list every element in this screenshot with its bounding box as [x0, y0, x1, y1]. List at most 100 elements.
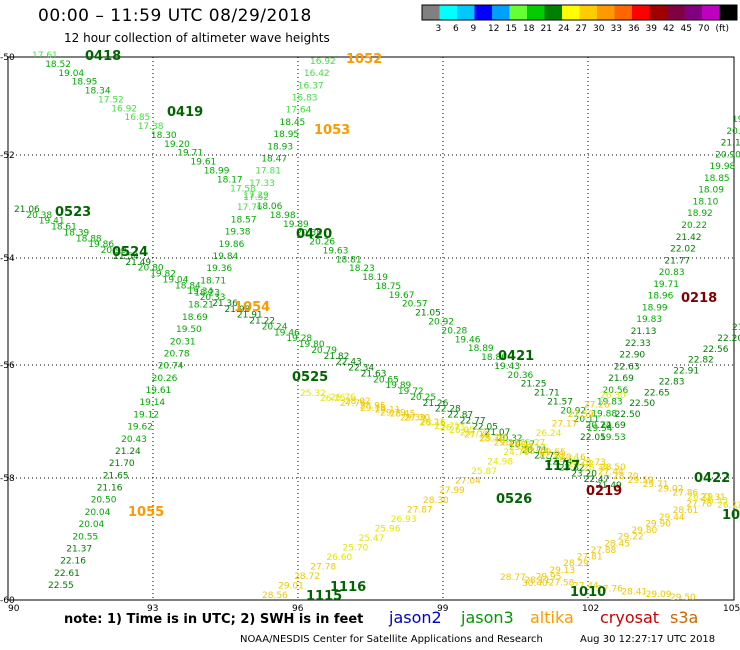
wave-height-sample: 19.46 [274, 328, 300, 338]
satellite-altika: altika [530, 608, 574, 627]
wave-height-sample: 18.21 [188, 301, 214, 311]
wave-height-sample: 20.24 [262, 322, 288, 332]
wave-height-sample: 28.61 [673, 506, 699, 516]
wave-height-sample: 20.33 [200, 293, 226, 303]
wave-height-sample: 20.25 [410, 393, 436, 403]
wave-height-sample: 19.54 [587, 424, 613, 434]
wave-height-sample: 22.83 [659, 377, 685, 387]
wave-height-sample: 27.78 [732, 505, 740, 515]
wave-height-sample: 27.44 [573, 582, 599, 592]
wave-height-sample: 25.32 [300, 389, 326, 399]
wave-height-sample: 18.84 [175, 281, 201, 291]
wave-height-sample: 18.96 [648, 292, 674, 302]
wave-height-sample: 28.74 [524, 447, 550, 457]
legend-swatch [527, 5, 545, 20]
legend-swatch [614, 5, 632, 20]
wave-height-sample: 21.26 [423, 399, 449, 409]
wave-height-sample: 21.05 [415, 309, 441, 319]
x-tick-label: 102 [582, 604, 599, 614]
wave-height-sample: 26.05 [449, 426, 475, 436]
wave-height-sample: 22.90 [619, 351, 645, 361]
y-tick-label: -56 [0, 361, 15, 371]
wave-height-sample: 18.23 [194, 289, 220, 299]
wave-height-sample: 29.39 [400, 414, 426, 424]
legend-swatch [597, 5, 615, 20]
wave-height-sample: 26.25 [320, 394, 346, 404]
wave-height-sample: 25.72 [460, 429, 486, 439]
wave-height-sample: 19.98 [710, 162, 736, 172]
footer-credit: NOAA/NESDIS Center for Satellite Applica… [240, 634, 543, 645]
wave-height-sample: 19.38 [225, 228, 251, 238]
x-tick-label: 96 [292, 604, 304, 614]
wave-height-sample: 21.57 [547, 398, 573, 408]
wave-height-sample: 19.14 [139, 398, 165, 408]
wave-height-sample: 25.27 [520, 439, 546, 449]
wave-height-sample: 27.26 [584, 401, 610, 411]
wave-height-sample: 21.77 [664, 256, 690, 266]
wave-height-sample: 29.22 [618, 533, 644, 543]
wave-height-sample: 22.65 [644, 388, 670, 398]
legend-swatch [474, 5, 492, 20]
wave-height-sample: 18.17 [217, 175, 243, 185]
wave-height-sample: 20.56 [603, 386, 629, 396]
pass-label: 1117 [544, 459, 580, 474]
pass-label: 0218 [681, 291, 717, 306]
wave-height-sample: 18.81 [336, 255, 362, 265]
wave-height-sample: 22.33 [625, 339, 651, 349]
legend-swatch [422, 5, 440, 20]
wave-height-sample: 18.57 [231, 215, 257, 225]
wave-height-sample: 20.74 [158, 362, 184, 372]
legend-label: 21 [540, 24, 552, 34]
legend-swatch [702, 5, 720, 20]
wave-height-sample: 21.06 [14, 205, 40, 215]
wave-height-sample: 24.98 [487, 458, 513, 468]
wave-height-sample: 21.24 [115, 447, 141, 457]
wave-height-sample: 20.78 [164, 350, 190, 360]
wave-height-sample: 20.38 [296, 229, 322, 239]
wave-height-sample: 22.05 [580, 433, 606, 443]
wave-height-sample: 18.34 [85, 87, 111, 97]
wave-height-sample: 20.32 [497, 434, 523, 444]
wave-height-sample: 25.71 [434, 422, 460, 432]
wave-height-sample: 18.85 [704, 174, 730, 184]
legend-swatch [562, 5, 580, 20]
pass-label: 0422 [694, 471, 730, 486]
wave-height-sample: 22.63 [614, 362, 640, 372]
wave-height-sample: 19.61 [146, 386, 172, 396]
pass-label: 0421 [498, 349, 534, 364]
pass-label: 1116 [330, 580, 366, 595]
wave-height-sample: 29.79 [380, 409, 406, 419]
map-subtitle: 12 hour collection of altimeter wave hei… [64, 31, 330, 45]
wave-height-sample: 19.28 [286, 334, 312, 344]
wave-height-sample: 17.81 [255, 167, 281, 177]
wave-height-sample: 27.58 [549, 579, 575, 589]
legend-swatch [492, 5, 510, 20]
wave-height-sample: 19.72 [398, 387, 424, 397]
wave-height-sample: 26.24 [536, 429, 562, 439]
wave-height-sample: 19.89 [386, 381, 412, 391]
wave-height-sample: 18.39 [64, 229, 90, 239]
wave-height-sample: 21.91 [237, 311, 263, 321]
wave-height-sample: 20.57 [402, 300, 428, 310]
wave-height-sample: 21.65 [103, 471, 129, 481]
wave-height-sample: 27.78 [310, 562, 336, 572]
wave-height-sample: 19.80 [299, 340, 325, 350]
wave-height-sample: 21.22 [249, 317, 275, 327]
wave-height-sample: 21.63 [361, 369, 387, 379]
wave-height-sample: 27.17 [552, 420, 578, 430]
wave-height-sample: 26.02 [568, 459, 594, 469]
wave-height-sample: 28.77 [500, 573, 526, 583]
wave-height-sample: 19.31 [732, 115, 740, 125]
x-tick-label: 93 [147, 604, 158, 614]
wave-height-sample: 21.42 [676, 233, 702, 243]
wave-height-sample: 17.76 [237, 203, 263, 213]
wave-height-sample: 16.85 [125, 113, 151, 123]
wave-height-sample: 23.32 [559, 463, 585, 473]
wave-height-sample: 18.19 [362, 273, 388, 283]
wave-height-sample: 22.61 [54, 569, 80, 579]
wave-height-sample: 18.88 [76, 234, 102, 244]
wave-height-sample: 26.71 [717, 501, 740, 511]
wave-height-sample: 22.16 [60, 557, 86, 567]
wave-height-sample: 21.13 [721, 139, 740, 149]
